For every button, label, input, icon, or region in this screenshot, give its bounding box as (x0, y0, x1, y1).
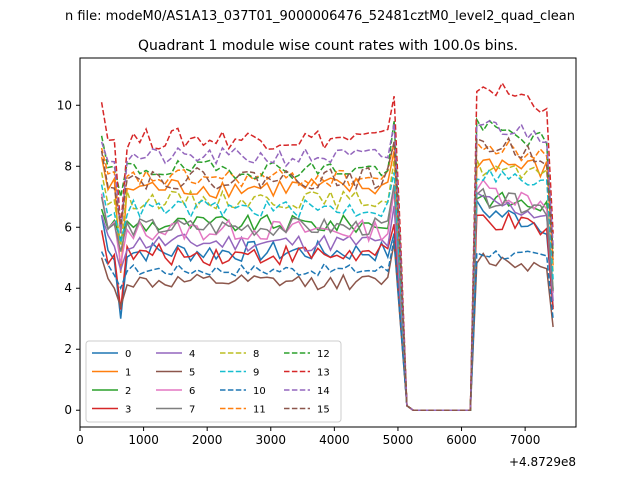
legend-label-3: 3 (125, 405, 131, 416)
y-tick-label: 8 (64, 159, 72, 173)
x-tick-label: 2000 (192, 433, 223, 447)
y-tick-label: 0 (64, 403, 72, 417)
legend-label-6: 6 (189, 386, 195, 397)
figure-suptitle: n file: modeM0/AS1A13_037T01_9000006476_… (65, 9, 575, 24)
x-tick-label: 1000 (128, 433, 159, 447)
legend-box (85, 340, 342, 423)
legend-label-11: 11 (253, 405, 266, 416)
plot-area (100, 81, 554, 411)
x-tick-label: 6000 (446, 433, 477, 447)
x-tick-label: 5000 (383, 433, 414, 447)
series-line-15 (100, 136, 554, 411)
legend-label-15: 15 (317, 405, 330, 416)
series-line-12 (100, 116, 554, 411)
legend-label-7: 7 (189, 405, 195, 416)
series-line-3 (100, 211, 554, 411)
y-tick-label: 6 (64, 220, 72, 234)
series-line-9 (100, 168, 554, 411)
series-line-11 (100, 140, 554, 411)
series-line-7 (100, 184, 554, 411)
legend-label-9: 9 (253, 368, 259, 379)
legend-label-0: 0 (125, 349, 131, 360)
x-axis: 0 1000 2000 3000 4000 5000 6000 7000 (76, 427, 540, 447)
x-tick-label: 4000 (319, 433, 350, 447)
y-axis: 0 2 4 6 8 10 (57, 98, 80, 417)
legend-label-10: 10 (253, 386, 266, 397)
legend-label-14: 14 (317, 386, 330, 397)
x-tick-label: 3000 (255, 433, 286, 447)
series-line-1 (100, 150, 554, 411)
y-tick-label: 2 (64, 342, 72, 356)
chart-title: Quadrant 1 module wise count rates with … (138, 38, 518, 54)
series-line-8 (100, 158, 554, 411)
legend-label-1: 1 (125, 368, 131, 379)
legend-label-5: 5 (189, 368, 195, 379)
y-tick-label: 4 (64, 281, 72, 295)
x-tick-label: 7000 (510, 433, 541, 447)
axes-frame (79, 57, 577, 428)
series-line-10 (100, 239, 554, 411)
x-offset-label: +4.8729e8 (509, 455, 576, 469)
series-line-13 (100, 81, 554, 411)
x-tick-label: 0 (76, 433, 84, 447)
series-line-5 (100, 242, 554, 411)
legend-label-4: 4 (189, 349, 195, 360)
legend-label-13: 13 (317, 368, 330, 379)
y-tick-label: 10 (57, 98, 72, 112)
legend-label-2: 2 (125, 386, 131, 397)
legend-label-8: 8 (253, 349, 259, 360)
legend-label-12: 12 (317, 349, 330, 360)
